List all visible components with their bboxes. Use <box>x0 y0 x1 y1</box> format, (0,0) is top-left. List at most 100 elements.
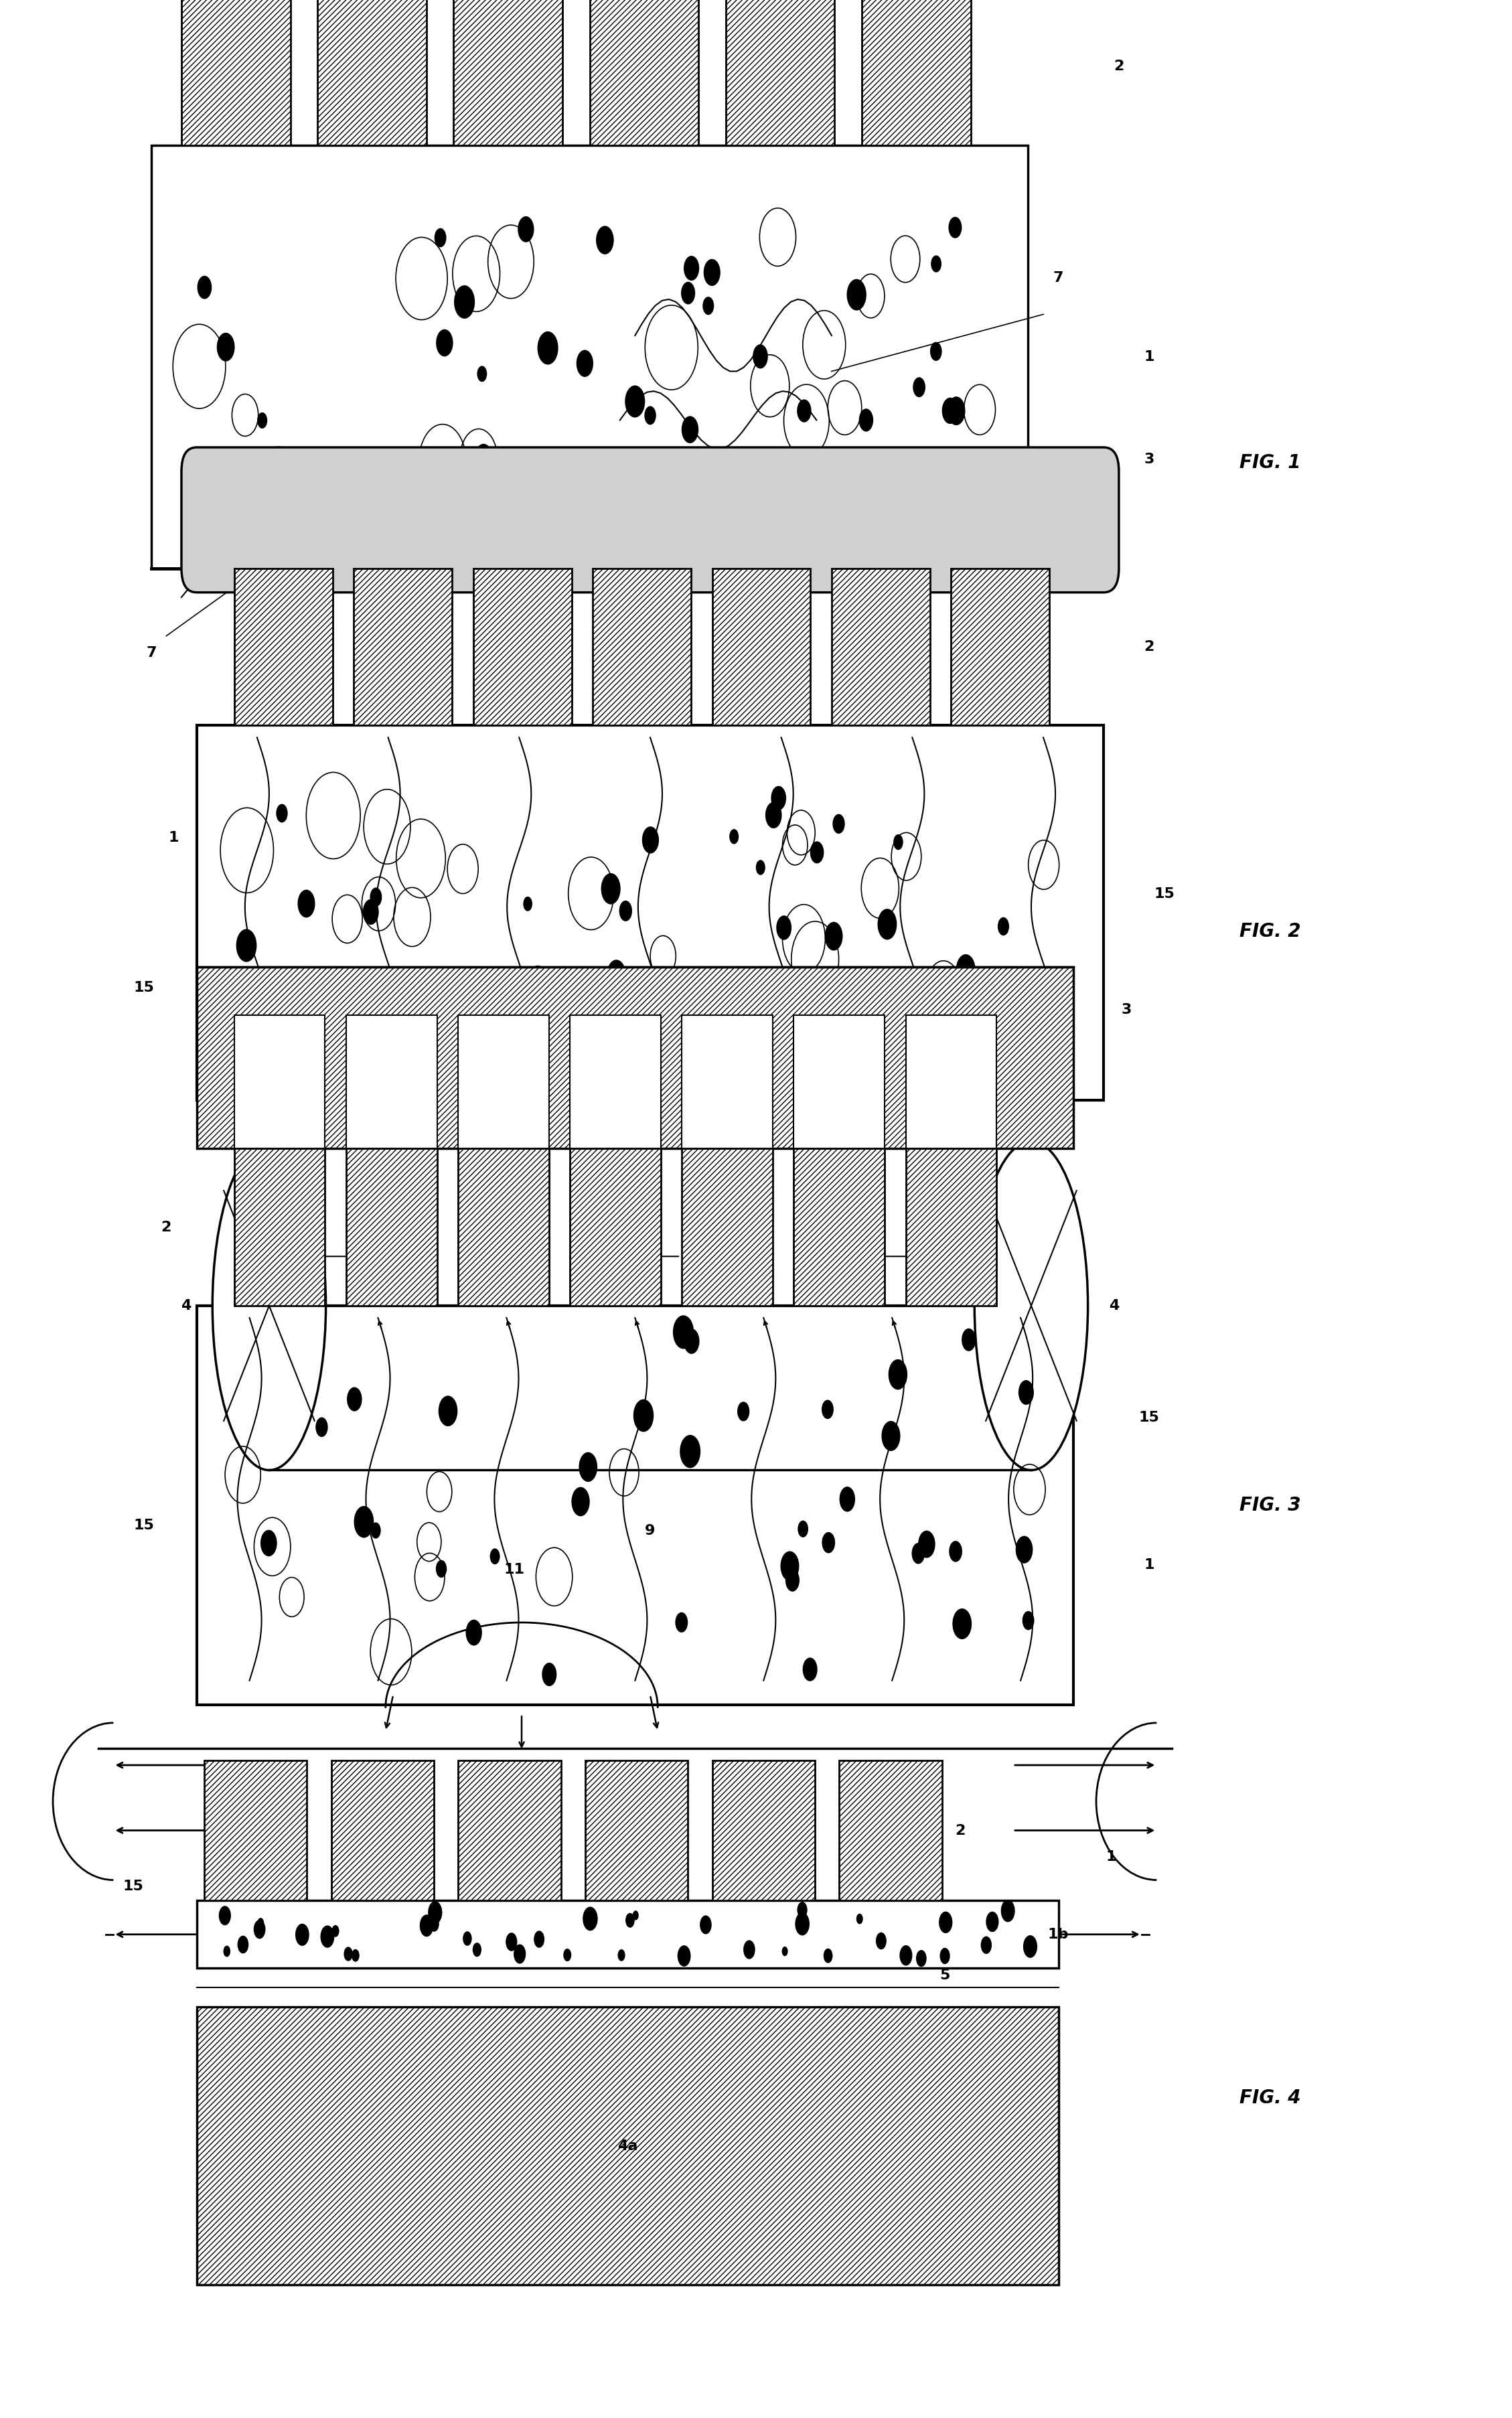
Text: 15: 15 <box>1139 1410 1160 1424</box>
Circle shape <box>940 1949 950 1963</box>
Circle shape <box>942 397 959 423</box>
Circle shape <box>260 1531 277 1557</box>
Text: 7: 7 <box>147 646 156 660</box>
Circle shape <box>1024 1934 1037 1959</box>
Circle shape <box>756 861 765 875</box>
Circle shape <box>216 334 234 360</box>
Circle shape <box>744 1939 754 1959</box>
Text: 2: 2 <box>1114 60 1123 73</box>
Text: 7: 7 <box>1054 271 1063 285</box>
Circle shape <box>331 1925 339 1937</box>
Circle shape <box>753 343 768 368</box>
Circle shape <box>289 450 308 481</box>
Bar <box>473 568 572 725</box>
Circle shape <box>877 909 897 941</box>
Bar <box>197 725 1104 1100</box>
Circle shape <box>694 1003 714 1035</box>
Circle shape <box>354 1506 373 1538</box>
Circle shape <box>618 899 632 921</box>
Circle shape <box>912 1543 925 1564</box>
Circle shape <box>236 929 257 962</box>
Bar <box>570 1016 661 1149</box>
Circle shape <box>634 1400 653 1431</box>
Circle shape <box>931 256 942 273</box>
Bar <box>951 568 1049 725</box>
Circle shape <box>683 1327 700 1354</box>
Bar <box>712 568 810 725</box>
Bar <box>204 1760 307 1901</box>
Circle shape <box>505 1932 517 1951</box>
Circle shape <box>798 1521 809 1538</box>
Circle shape <box>644 406 656 426</box>
Bar <box>151 145 1028 568</box>
Circle shape <box>363 899 380 924</box>
Circle shape <box>632 1910 638 1920</box>
Circle shape <box>370 887 383 907</box>
Text: 1: 1 <box>1107 1850 1116 1864</box>
Circle shape <box>277 803 287 822</box>
Circle shape <box>517 215 534 242</box>
Bar <box>197 2007 1058 2285</box>
Text: 15: 15 <box>1154 887 1175 902</box>
Circle shape <box>618 1949 624 1961</box>
Circle shape <box>677 1946 691 1966</box>
Circle shape <box>948 218 962 239</box>
Circle shape <box>930 341 942 360</box>
Bar <box>682 1149 773 1306</box>
Bar <box>794 1149 885 1306</box>
Circle shape <box>438 1395 458 1427</box>
Circle shape <box>683 256 699 280</box>
Circle shape <box>824 921 842 950</box>
Circle shape <box>913 377 925 397</box>
Bar <box>906 1016 996 1149</box>
Circle shape <box>390 972 410 1006</box>
Circle shape <box>847 278 866 310</box>
Circle shape <box>537 331 558 365</box>
Circle shape <box>782 1946 788 1956</box>
Circle shape <box>859 409 874 430</box>
Bar <box>839 1760 942 1901</box>
Circle shape <box>821 1400 833 1419</box>
Bar <box>590 0 699 145</box>
Circle shape <box>346 1388 361 1412</box>
Text: 2: 2 <box>956 1823 965 1838</box>
Circle shape <box>803 1659 818 1681</box>
Text: FIG. 4: FIG. 4 <box>1240 2089 1300 2106</box>
Ellipse shape <box>212 1141 327 1470</box>
Bar <box>269 1141 1031 1470</box>
Circle shape <box>889 1359 907 1390</box>
Circle shape <box>541 1664 556 1685</box>
Circle shape <box>947 397 965 426</box>
Circle shape <box>321 1925 334 1949</box>
Circle shape <box>428 1901 442 1925</box>
Circle shape <box>478 365 487 382</box>
Circle shape <box>682 416 699 442</box>
Circle shape <box>977 1008 992 1032</box>
Circle shape <box>626 1913 635 1927</box>
Bar <box>181 0 290 145</box>
Circle shape <box>435 1560 448 1577</box>
Circle shape <box>981 1937 992 1954</box>
Circle shape <box>962 1327 975 1352</box>
Circle shape <box>564 1949 572 1961</box>
Circle shape <box>1022 1610 1034 1630</box>
Circle shape <box>680 1434 700 1468</box>
Text: FIG. 3: FIG. 3 <box>1240 1497 1300 1514</box>
Bar <box>458 1149 549 1306</box>
Circle shape <box>1016 1535 1033 1564</box>
Circle shape <box>534 1930 544 1949</box>
Bar <box>570 1149 661 1306</box>
Circle shape <box>343 1946 352 1961</box>
Circle shape <box>602 873 620 904</box>
Bar <box>234 1016 325 1149</box>
Circle shape <box>237 1937 248 1954</box>
Bar <box>331 1760 434 1901</box>
Circle shape <box>839 1487 856 1511</box>
Circle shape <box>466 1620 482 1647</box>
Circle shape <box>475 445 493 474</box>
Circle shape <box>514 1944 526 1963</box>
Text: 4: 4 <box>1110 1298 1119 1313</box>
Circle shape <box>1019 1381 1034 1405</box>
Text: FIG. 2: FIG. 2 <box>1240 921 1300 941</box>
Circle shape <box>797 399 812 423</box>
